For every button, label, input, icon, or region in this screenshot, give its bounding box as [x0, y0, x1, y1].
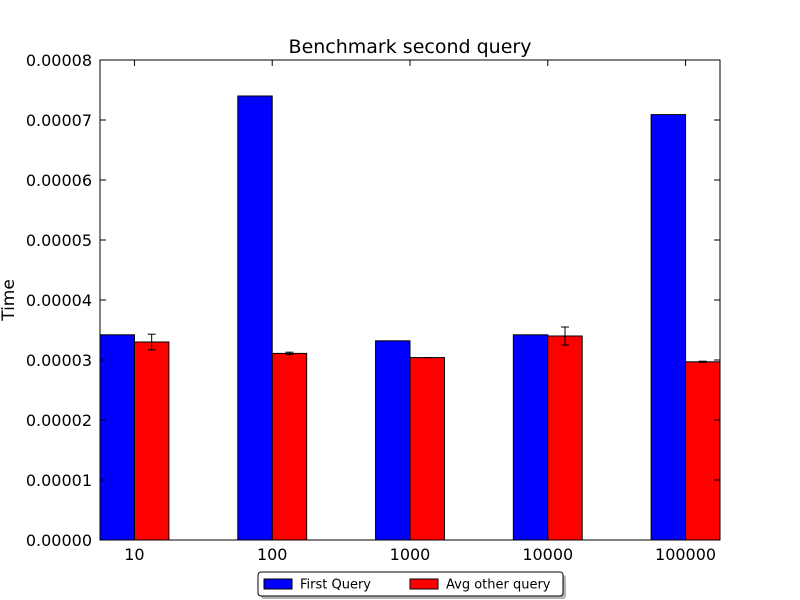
y-tick-label: 0.00001	[26, 471, 92, 490]
bar-first-query-100000	[650, 114, 687, 541]
legend: First Query Avg other query	[257, 571, 566, 599]
y-tick-label: 0.00005	[26, 231, 92, 250]
legend-swatch-avg-other-query	[409, 578, 439, 590]
bar-avg-other-query-100	[271, 352, 308, 541]
x-tick-label: 10	[124, 545, 144, 564]
y-tick-label: 0.00004	[26, 291, 92, 310]
chart-title: Benchmark second query	[289, 36, 532, 58]
y-axis-label: Time	[0, 279, 19, 322]
bar-first-query-100	[237, 95, 273, 541]
bar-avg-other-query-10000	[547, 335, 583, 541]
x-tick-label: 100000	[655, 545, 716, 564]
bar-avg-other-query-1000	[409, 357, 445, 541]
bar-first-query-1000	[375, 340, 411, 541]
x-tick-label: 100	[257, 545, 288, 564]
y-tick-label: 0.00000	[26, 531, 92, 550]
bar-avg-other-query-100000	[685, 361, 721, 541]
bar-first-query-10	[99, 334, 135, 541]
plot-area: 0.00000 0.00001 0.00002 0.00003 0.00004 0.000…	[26, 51, 721, 564]
bar-avg-other-query-10	[133, 341, 170, 541]
y-tick-label: 0.00006	[26, 171, 92, 190]
legend-label-avg-other-query: Avg other query	[446, 578, 551, 593]
x-tick-label: 1000	[390, 545, 431, 564]
bar-first-query-10000	[512, 334, 549, 541]
legend-label-first-query: First Query	[300, 578, 371, 593]
y-tick-label: 0.00003	[26, 351, 92, 370]
y-tick-label: 0.00007	[26, 111, 92, 130]
x-tick-label: 10000	[522, 545, 573, 564]
y-tick-label: 0.00008	[26, 51, 92, 70]
legend-swatch-first-query	[263, 578, 293, 590]
y-tick-label: 0.00002	[26, 411, 92, 430]
